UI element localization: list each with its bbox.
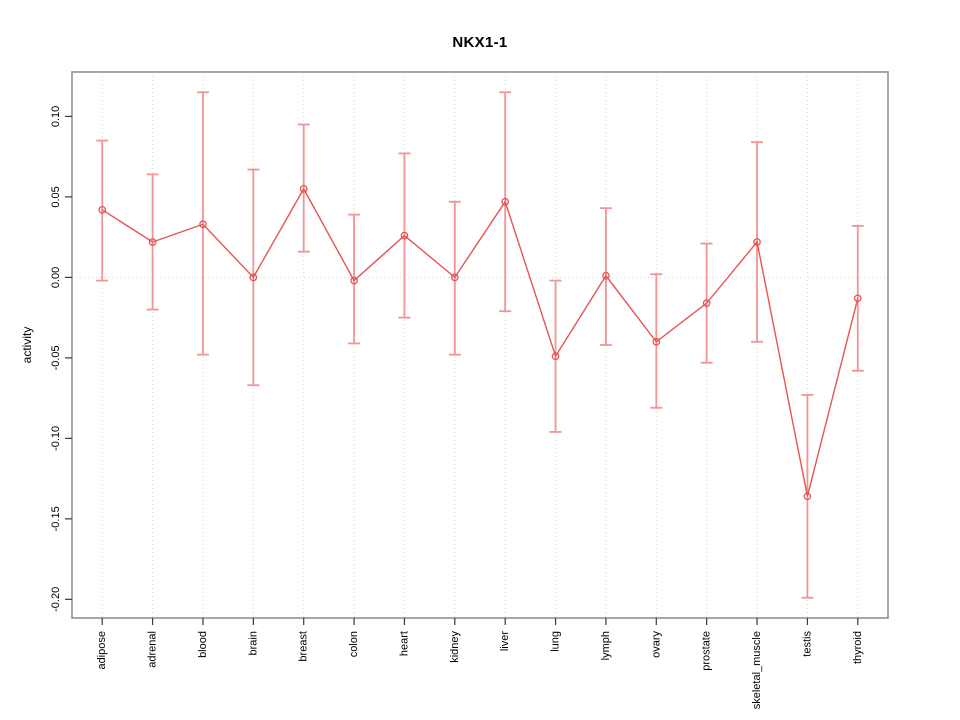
data-point [199, 220, 207, 229]
data-point [249, 273, 258, 282]
y-tick-label: 0.05 [50, 186, 62, 207]
y-tick-label: -0.10 [50, 426, 62, 451]
data-point [299, 185, 308, 193]
x-tick-label: brain [247, 631, 259, 655]
data-point [803, 492, 812, 501]
x-tick-label: ovary [650, 631, 662, 658]
data-point [450, 273, 459, 282]
x-tick-label: prostate [701, 631, 713, 671]
data-point [853, 294, 862, 303]
data-point [350, 276, 358, 285]
y-tick-label: -0.20 [50, 587, 62, 612]
plot-border [71, 71, 889, 619]
series-line [101, 187, 859, 497]
x-tick-label: skeletal_muscle [751, 631, 763, 709]
x-tick-label: kidney [449, 631, 461, 663]
y-tick-label: -0.05 [50, 345, 62, 370]
x-tick-label: heart [398, 631, 410, 656]
chart-title: NKX1-1 [452, 34, 508, 51]
data-point [551, 352, 560, 361]
data-point [753, 238, 761, 246]
x-tick-label: lung [550, 631, 562, 652]
x-tick-label: adrenal [147, 631, 159, 668]
data-point [400, 231, 409, 240]
x-tick-label: thyroid [852, 631, 864, 664]
x-tick-label: adipose [96, 631, 108, 670]
y-tick-label: 0.10 [50, 106, 62, 127]
data-point [98, 205, 107, 214]
y-tick-label: -0.15 [50, 506, 62, 531]
data-point [501, 197, 510, 206]
data-point [148, 238, 157, 246]
x-tick-label: blood [197, 631, 209, 658]
y-axis-title: activity [20, 326, 34, 364]
x-tick-label: lymph [600, 631, 612, 660]
x-tick-label: liver [499, 631, 511, 652]
x-tick-label: testis [801, 631, 813, 657]
data-point [652, 337, 661, 346]
y-tick-label: 0.00 [50, 267, 62, 288]
x-tick-label: colon [348, 631, 360, 657]
error-bar [196, 91, 209, 356]
error-bar [348, 213, 361, 345]
data-point [702, 299, 711, 307]
x-tick-label: breast [298, 631, 310, 662]
data-point [602, 271, 610, 280]
